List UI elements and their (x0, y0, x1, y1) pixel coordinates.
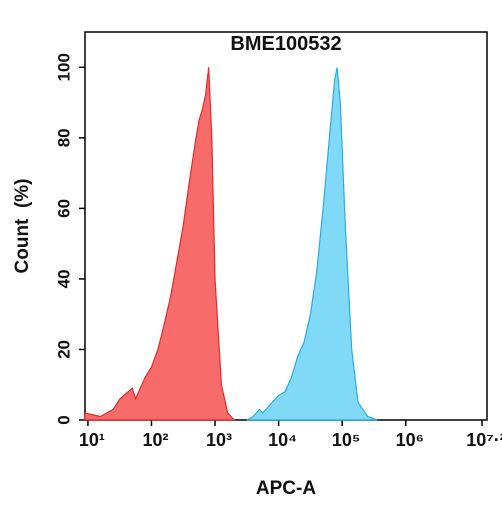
y-tick-label: 20 (54, 340, 73, 359)
x-tick-label: 10⁶ (396, 430, 424, 450)
x-tick-label: 10³ (206, 430, 232, 450)
x-tick-label: 10⁷·² (466, 430, 502, 450)
histogram-area (84, 67, 236, 421)
x-tick-label: 10⁴ (268, 430, 297, 450)
y-tick-label: 40 (54, 269, 73, 288)
y-tick-label: 80 (54, 128, 73, 147)
x-tick-label: 10² (142, 430, 168, 450)
y-axis-label: Count (%) (12, 179, 33, 274)
chart-title: BME100532 (230, 33, 341, 55)
y-tick-label: 100 (54, 53, 73, 81)
x-tick-label: 10¹ (79, 430, 105, 450)
x-axis-label: APC-A (256, 478, 316, 499)
x-tick-label: 10⁵ (332, 430, 360, 450)
y-tick-label: 60 (54, 199, 73, 218)
y-tick-label: 0 (54, 415, 73, 424)
plot-frame (84, 31, 488, 421)
histogram-area (246, 67, 378, 421)
